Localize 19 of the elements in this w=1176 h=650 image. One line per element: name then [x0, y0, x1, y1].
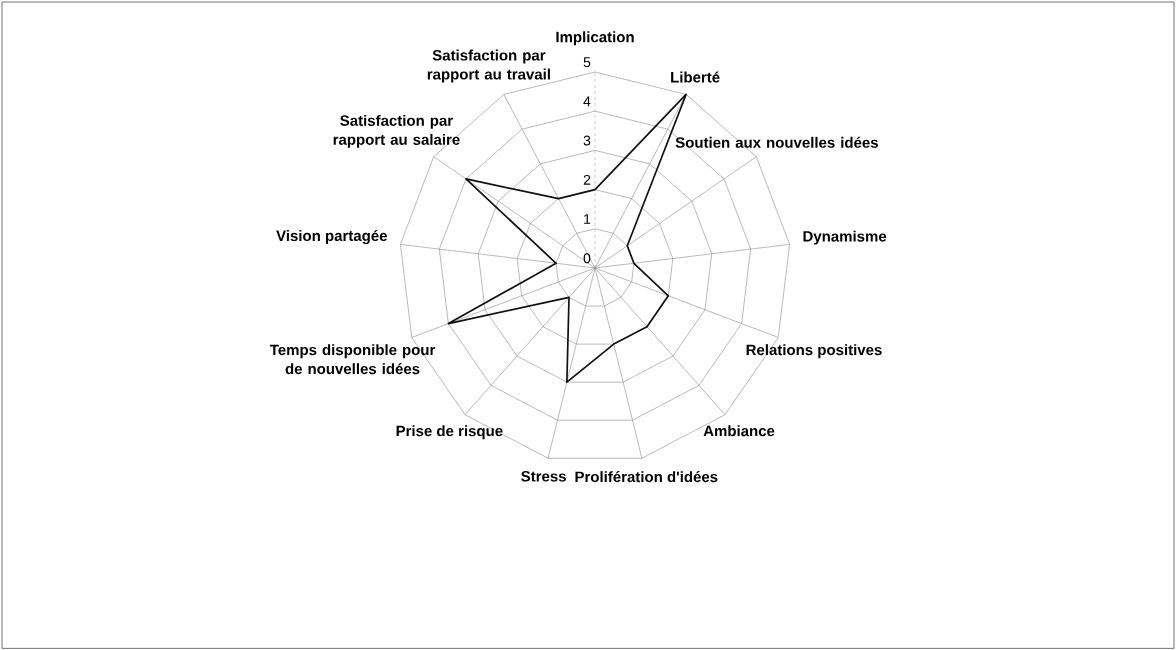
- spoke-label: Temps disponible pour de nouvelles idées: [269, 344, 436, 375]
- spoke-label: Satisfaction par rapport au travail: [427, 49, 550, 83]
- spoke-label: Relations positives: [746, 344, 882, 359]
- spoke-label: Stress: [521, 471, 566, 482]
- spoke-label: Ambiance: [703, 425, 775, 437]
- spoke-label: Dynamisme: [803, 230, 887, 245]
- y-tick-label: 1: [584, 214, 591, 224]
- spoke-label: Vision partagée: [276, 229, 387, 245]
- spoke-label: Liberté: [671, 71, 720, 83]
- y-tick-label: 3: [583, 135, 591, 146]
- spoke-label: Prolifération d'idées: [575, 471, 718, 483]
- spoke-label: Implication: [556, 31, 634, 46]
- y-tick-label: 4: [583, 96, 591, 107]
- spoke-label: Prise de risque: [396, 425, 503, 440]
- y-tick-label: 0: [583, 253, 591, 264]
- y-tick-label: 2: [583, 174, 591, 185]
- spoke-label: Soutien aux nouvelles idées: [675, 136, 878, 148]
- spoke-label: Satisfaction par rapport au salaire: [333, 114, 460, 148]
- y-tick-label: 5: [583, 57, 591, 68]
